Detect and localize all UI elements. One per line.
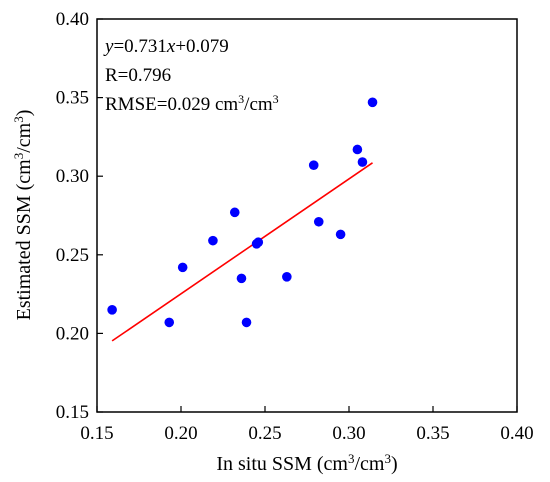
data-point [313,216,324,227]
x-tick-label: 0.15 [80,423,113,444]
y-tick-label: 0.15 [56,402,89,423]
data-point [282,272,292,282]
data-point [335,229,346,240]
x-tick-label: 0.20 [164,423,197,444]
x-tick-label: 0.30 [332,423,365,444]
data-point [253,237,264,248]
x-tick-label: 0.40 [500,423,533,444]
annotation-r: R=0.796 [105,65,171,86]
data-point [164,317,175,328]
data-point [308,160,319,170]
data-point [241,317,252,328]
y-axis-label: Estimated SSM (cm3/cm3) [11,110,36,321]
y-tick-label: 0.40 [56,9,89,30]
data-point [236,273,247,284]
plot-area [96,18,518,413]
x-tick-label: 0.25 [248,423,281,444]
regression-line-group [111,162,373,342]
y-tick-label: 0.25 [56,245,89,266]
axis-ticks: 0.15 0.20 0.25 0.30 0.35 0.40 0.15 0.20 0.25 0.30… [56,9,534,444]
y-tick-label: 0.35 [56,88,89,109]
regression-line [111,162,373,342]
data-point [229,207,240,218]
annotation-equation: y=0.731x+0.079 [103,36,229,57]
y-tick-label: 0.30 [56,166,89,187]
data-points [107,97,378,328]
data-point [208,235,218,246]
x-axis-label: In situ SSM (cm3/cm3) [216,451,397,476]
data-point [107,305,117,315]
data-point [352,144,363,155]
data-point [177,262,188,273]
data-point [367,97,378,108]
x-tick-label: 0.35 [416,423,449,444]
data-point [357,157,368,167]
y-tick-label: 0.20 [56,323,89,344]
annotation-rmse: RMSE=0.029 cm3/cm3 [105,92,279,115]
